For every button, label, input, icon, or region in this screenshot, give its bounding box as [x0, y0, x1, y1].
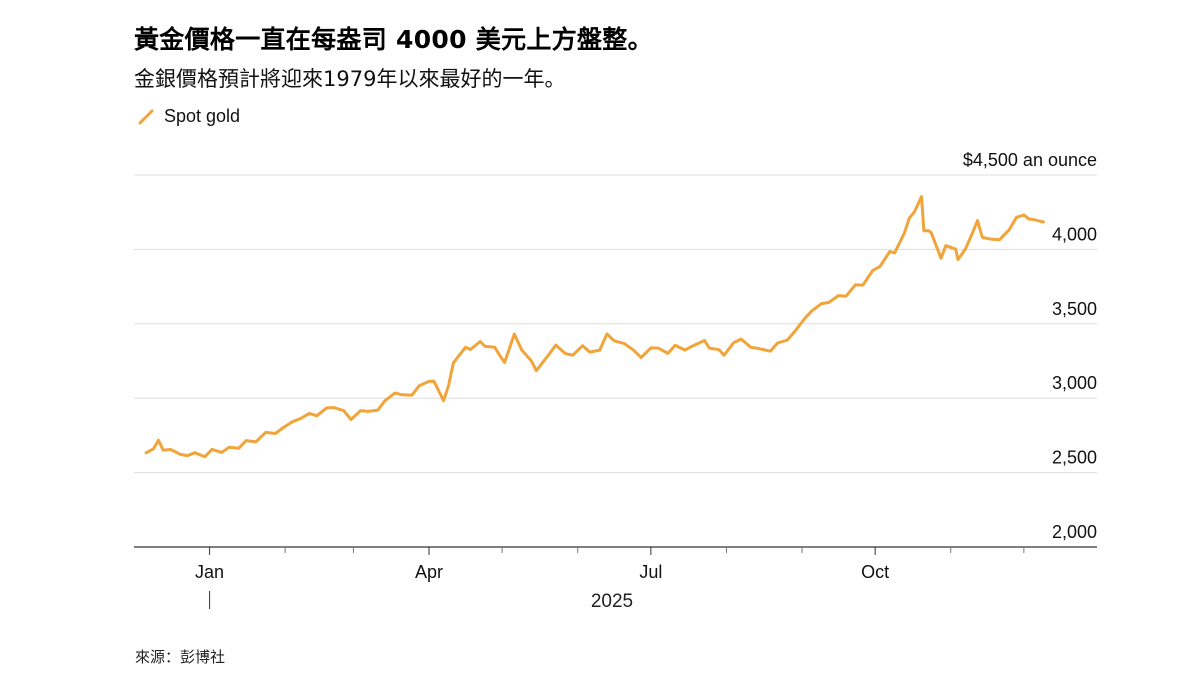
legend-swatch-line-icon — [138, 109, 154, 124]
source-note: 來源：彭博社 — [135, 648, 226, 666]
series-line-spot-gold — [144, 195, 1045, 459]
x-tick-label: Jul — [639, 562, 662, 582]
y-tick-label: 3,500 — [1052, 299, 1097, 319]
y-tick-label: 3,000 — [1052, 373, 1097, 393]
legend-label-spot-gold: Spot gold — [164, 106, 241, 126]
y-tick-label: 2,000 — [1052, 522, 1097, 542]
y-tick-label: $4,500 an ounce — [963, 150, 1097, 170]
x-tick-label: Jan — [195, 562, 224, 582]
grid-lines — [134, 174, 1097, 474]
x-tick-label: Apr — [415, 562, 443, 582]
y-axis-labels: 2,000 2,500 3,000 3,500 4,000 $4,500 an ounce — [963, 150, 1097, 542]
year-label: 2025 — [591, 591, 633, 612]
chart-title: 黃金價格一直在每盎司 4000 美元上方盤整。 — [134, 25, 653, 54]
chart-subtitle: 金銀價格預計將迎來1979年以來最好的一年。 — [134, 67, 566, 91]
legend: Spot gold — [137, 106, 240, 127]
x-tick-label: Oct — [861, 562, 889, 582]
x-axis: Jan Apr Jul Oct 2025 — [134, 546, 1097, 612]
y-tick-label: 2,500 — [1052, 448, 1097, 468]
series-layer — [144, 195, 1045, 459]
y-tick-label: 4,000 — [1052, 224, 1097, 244]
